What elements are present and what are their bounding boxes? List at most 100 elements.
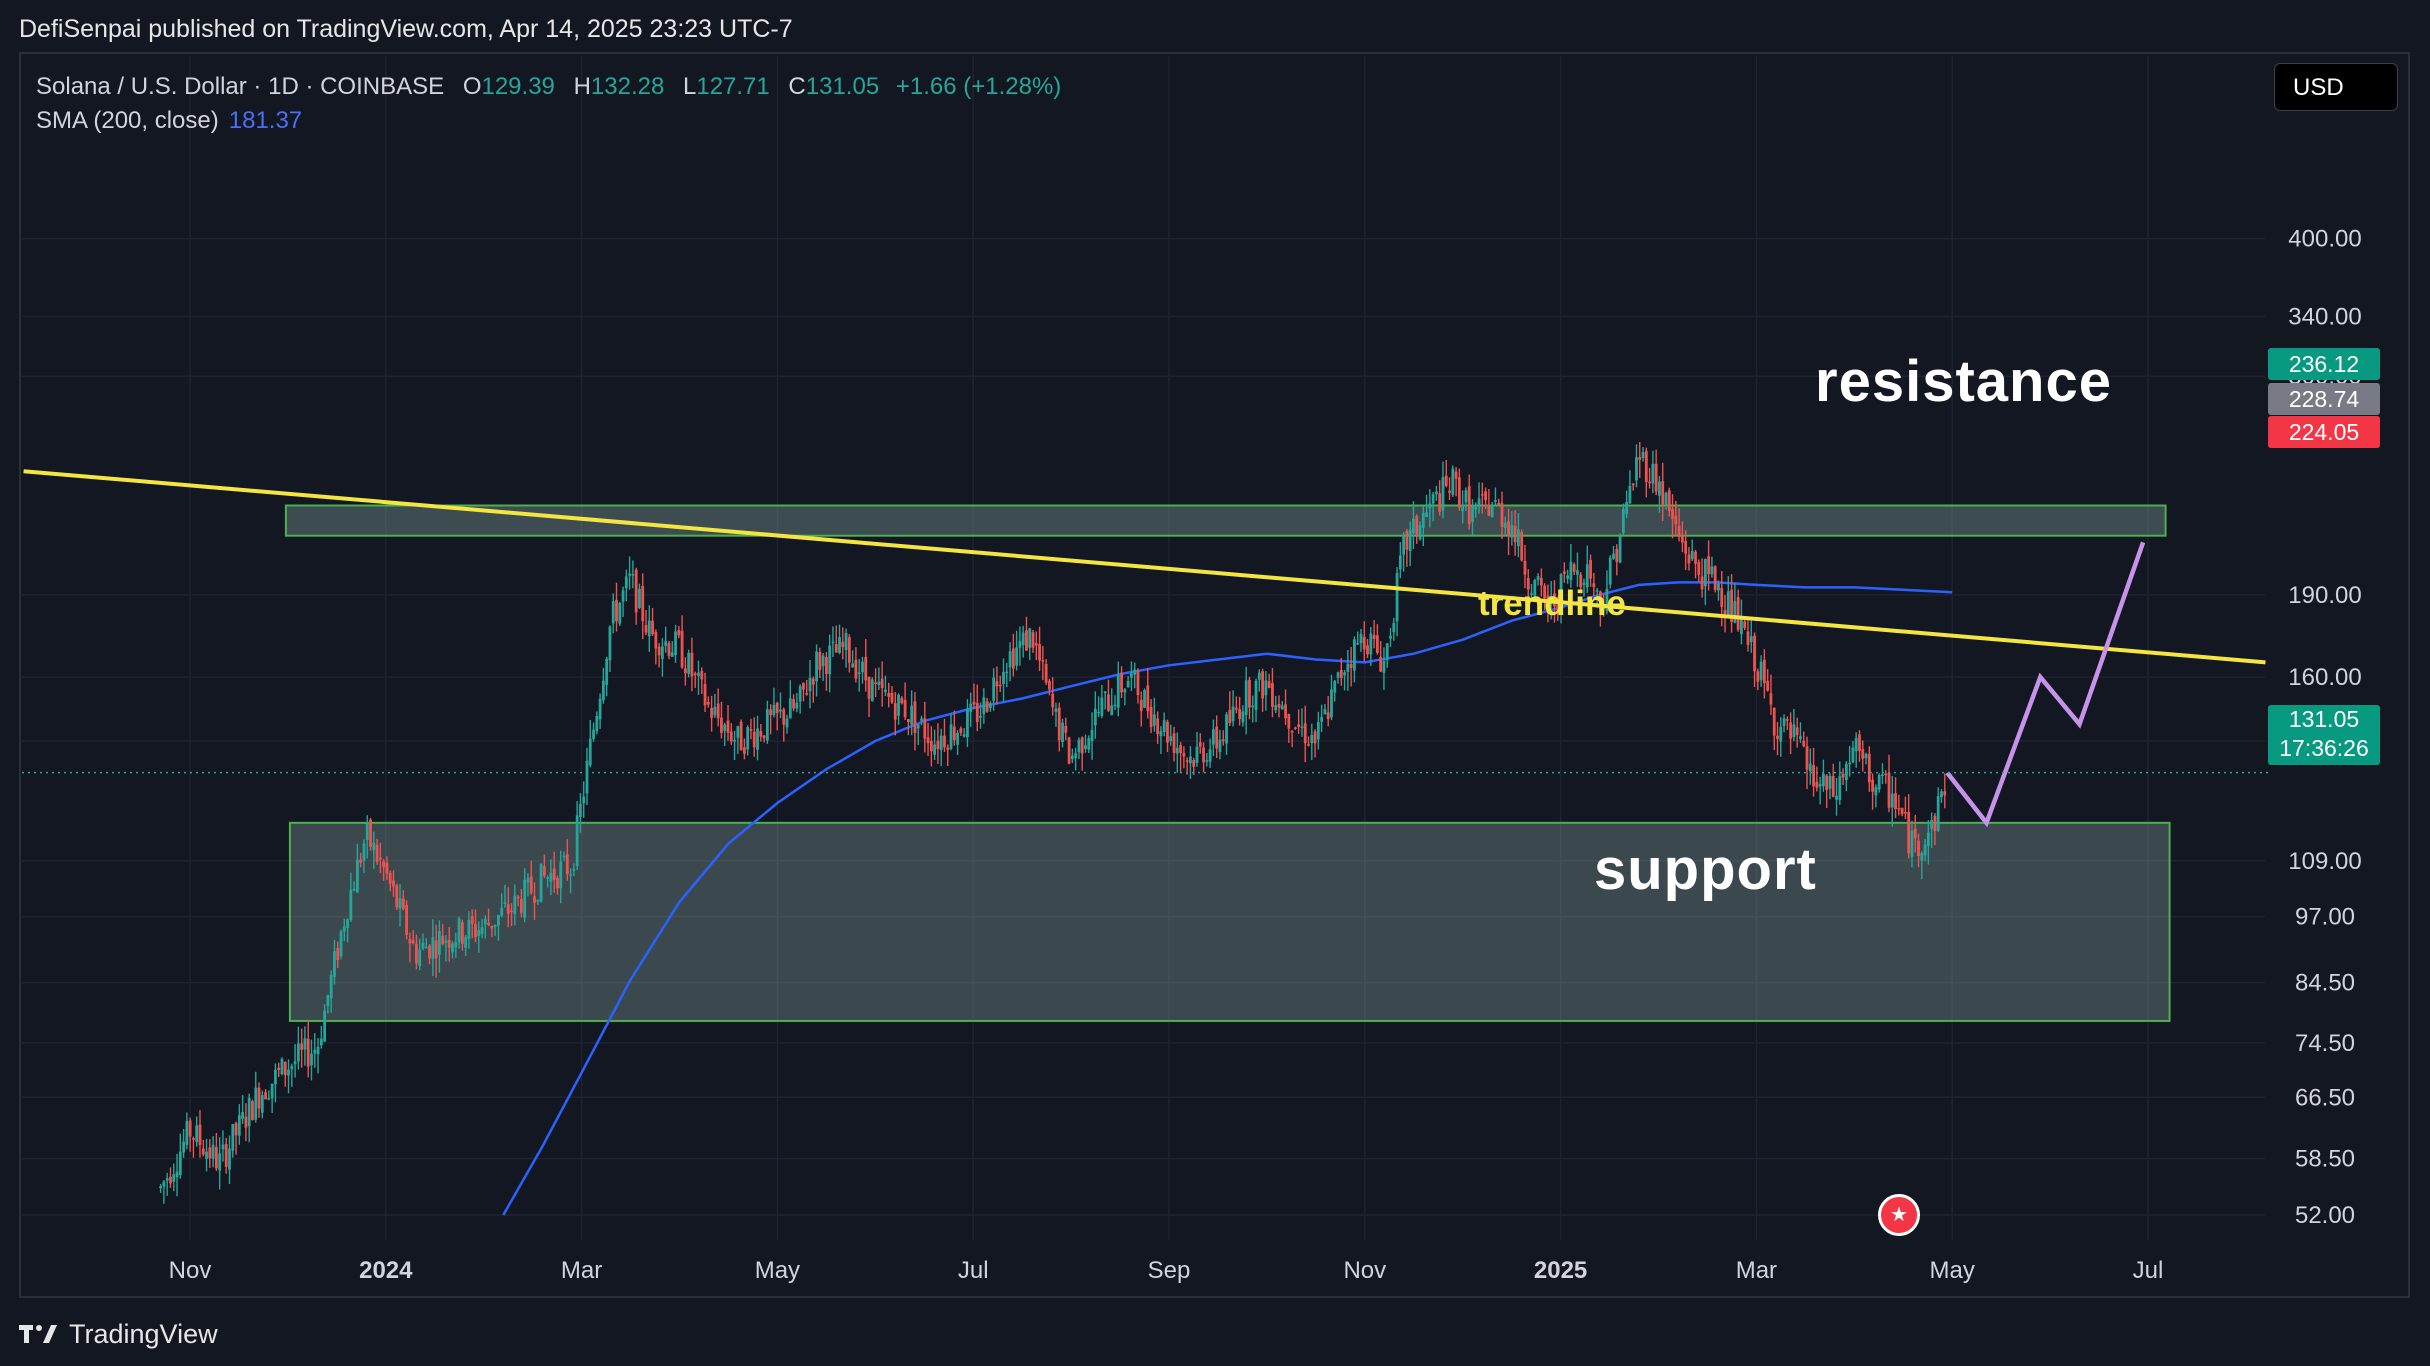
candle-body [500,907,504,916]
candle-body [1530,593,1533,595]
candle-body [1533,580,1537,596]
candle-body [1762,659,1766,684]
zones [284,504,2171,1022]
candle-body [165,1178,169,1181]
candle-body [1080,737,1084,754]
symbol-label[interactable]: Solana / U.S. Dollar · 1D · COINBASE [36,73,445,100]
candle-body [224,1143,228,1167]
candle-body [1471,506,1474,522]
candle-body [1917,840,1920,857]
resistance-label: resistance [1815,349,2112,414]
candle-body [1677,525,1681,537]
candle-body [1822,773,1825,787]
candle-body [398,898,402,909]
candle-body [1697,562,1701,576]
candle-body [1175,747,1179,754]
candle-body [1218,739,1222,753]
sma-row[interactable]: SMA (200, close) 181.37 [36,104,1061,138]
candle-body [444,940,448,943]
candle-body [1412,518,1415,534]
resistance-zone [284,504,2167,537]
candle-body [470,916,474,924]
candle-body [706,701,710,705]
candle-body [1835,795,1838,800]
candle-body [1503,522,1507,529]
candle-body [1346,663,1350,672]
candle-body [290,1065,294,1070]
candle-body [1484,491,1488,501]
candle-body [854,659,858,679]
candle-body [1595,590,1599,592]
candle-body [828,645,832,675]
candle-body [1556,604,1560,611]
candle-body [897,694,900,716]
candle-body [1635,457,1638,481]
candle-body [201,1148,205,1155]
candle-body [628,573,632,576]
candle-body [644,625,648,633]
price-tag-236: 236.12 [2268,348,2380,380]
candle-body [1913,828,1917,839]
candle-body [841,641,845,648]
candle-body [385,862,389,874]
candle-body [969,703,973,712]
candle-body [601,680,605,701]
candle-body [1405,531,1409,550]
candle-body [864,656,868,681]
candle-body [549,872,553,882]
candle-body [316,1046,320,1055]
candle-body [1307,744,1310,746]
candle-body [1359,633,1363,644]
candle-body [1382,660,1386,673]
candle-body [1625,501,1629,514]
candle-body [365,822,369,840]
candle-body [788,698,792,719]
candle-body [1785,719,1789,721]
candle-body [1562,571,1566,574]
candle-body [1461,505,1465,512]
candle-body [1126,681,1130,688]
candle-body [1618,536,1622,563]
candle-body [1861,749,1865,759]
candle-body [1034,643,1038,646]
y-tick-label: 190.00 [2288,582,2361,609]
candle-body [1395,572,1399,622]
candle-body [405,905,409,935]
candle-body [1067,737,1071,764]
us-flag-event-icon[interactable]: ★ [1878,1194,1920,1236]
candle-body [1894,793,1897,809]
candle-body [1497,502,1501,505]
candle-body [1897,807,1901,810]
candle-body [1408,529,1412,551]
candle-body [1851,747,1855,763]
footer-brand[interactable]: TradingView [19,1314,218,1354]
candle-body [936,740,940,750]
candle-body [1448,490,1451,493]
candle-body [1326,712,1330,719]
candle-body [1392,622,1396,633]
support-label: support [1594,837,1817,902]
candle-body [1523,560,1527,575]
candle-body [1389,635,1392,639]
candle-body [769,709,773,716]
candle-body [1018,641,1022,648]
candle-body [946,747,950,750]
candle-body [818,652,822,670]
candle-body [283,1061,287,1076]
candle-body [454,942,458,948]
currency-button[interactable]: USD [2274,63,2398,111]
candle-body [428,945,431,959]
candle-body [664,641,668,646]
candle-body [1379,656,1383,672]
candle-body [205,1151,208,1159]
candle-body [647,620,651,637]
candle-body [952,726,956,741]
candle-body [710,708,714,718]
candle-body [1694,551,1697,564]
candle-body [1661,481,1665,505]
candle-body [1736,597,1740,630]
candle-body [192,1138,195,1140]
high-value: 132.28 [590,73,665,100]
candle-body [749,729,753,731]
